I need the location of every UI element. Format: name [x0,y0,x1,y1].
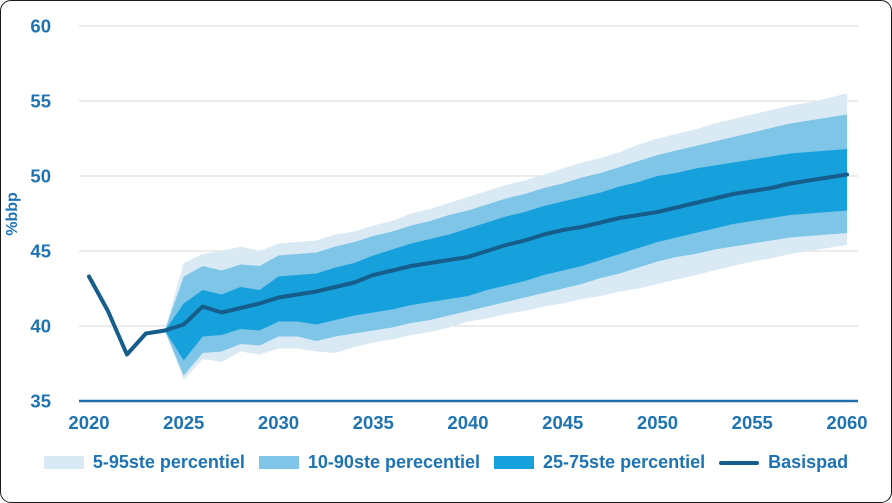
x-tick-label-2020: 2020 [68,412,109,433]
legend-item-5-95-percentile: 5-95ste percentiel [43,452,245,473]
legend-label: 10-90ste perecentiel [307,452,481,472]
basispad-line [87,172,849,357]
y-tick-label-55: 55 [30,91,51,112]
y-tick-label-50: 50 [30,166,51,187]
legend-label: 25-75ste percentiel [543,452,706,472]
line-swatch-icon [719,460,760,465]
y-tick-label-35: 35 [30,391,51,412]
band-swatch-medium-icon [258,456,299,469]
y-tick-label-40: 40 [30,316,51,337]
y-axis-title: %bbp [4,192,21,236]
y-tick-label-45: 45 [30,241,51,262]
y-tick-label-60: 60 [30,16,51,37]
x-tick-label-2035: 2035 [353,412,394,433]
band-swatch-dark-icon [494,456,535,469]
x-tick-label-2050: 2050 [637,412,678,433]
band-25-75 [164,149,848,361]
band-swatch-light-icon [43,456,84,469]
x-tick-label-2030: 2030 [258,412,299,433]
legend-item-25-75-percentile: 25-75ste percentiel [494,452,705,473]
chart-legend: 5-95ste percentiel 10-90ste perecentiel … [1,452,891,473]
legend-item-10-90-percentile: 10-90ste perecentiel [258,452,481,473]
legend-label: Basispad [768,452,849,472]
x-tick-label-2040: 2040 [447,412,488,433]
legend-item-basispad: Basispad [719,452,848,473]
x-tick-label-2060: 2060 [826,412,867,433]
legend-label: 5-95ste percentiel [92,452,245,472]
x-tick-label-2045: 2045 [542,412,583,433]
x-tick-label-2055: 2055 [732,412,773,433]
x-tick-label-2025: 2025 [163,412,204,433]
